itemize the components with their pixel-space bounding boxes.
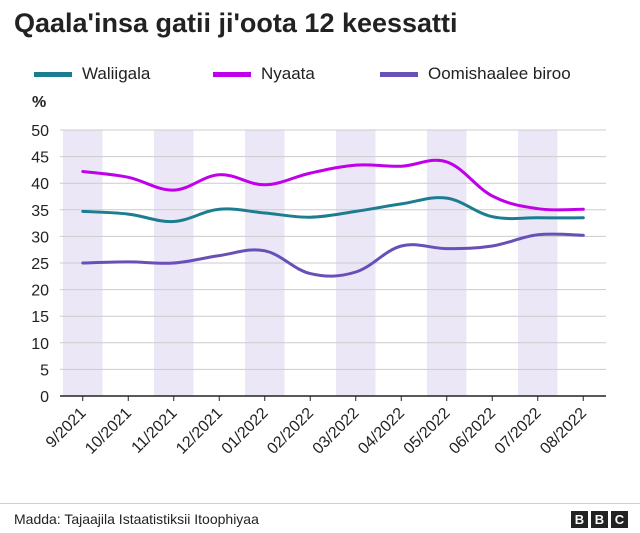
x-tick-label: 02/2022 (264, 405, 317, 458)
x-tick-label: 06/2022 (446, 405, 499, 458)
footer-divider (0, 503, 640, 504)
legend-label-oomishaalee-biroo: Oomishaalee biroo (428, 64, 571, 83)
legend-item-oomishaalee-biroo: Oomishaalee biroo (380, 64, 571, 84)
y-tick-label: 5 (40, 362, 49, 379)
y-tick-label: 0 (40, 389, 49, 406)
x-tick-label: 04/2022 (355, 405, 408, 458)
legend-swatch-nyaata (213, 71, 251, 77)
legend-label-nyaata: Nyaata (261, 64, 315, 83)
series-line-oomishaalee-biroo (81, 232, 585, 278)
legend-item-nyaata: Nyaata (213, 64, 315, 84)
x-tick-label: 03/2022 (310, 405, 363, 458)
series-line-waliigala (81, 196, 585, 224)
y-tick-label: 25 (31, 256, 49, 273)
y-tick-label: 15 (31, 309, 49, 326)
bbc-logo-letter: B (571, 511, 588, 528)
x-tick-label: 05/2022 (401, 405, 454, 458)
legend-swatch-oomishaalee-biroo (380, 71, 418, 77)
chart-title: Qaala'insa gatii ji'oota 12 keessatti (14, 8, 458, 38)
y-tick-label: 45 (31, 150, 49, 167)
x-tick-label: 01/2022 (219, 405, 272, 458)
y-tick-label: 10 (31, 336, 49, 353)
legend-item-waliigala: Waliigala (34, 64, 150, 84)
bbc-logo: B B C (568, 511, 628, 528)
y-tick-label: 20 (31, 283, 49, 300)
y-tick-label: 50 (31, 123, 49, 140)
bbc-logo-letter: C (611, 511, 628, 528)
source-note: Madda: Tajaajila Istaatistiksii Itoophiy… (14, 511, 259, 527)
bbc-logo-letter: B (591, 511, 608, 528)
legend: Waliigala Nyaata Oomishaalee biroo (34, 64, 634, 86)
legend-label-waliigala: Waliigala (82, 64, 151, 83)
series-line-nyaata (81, 158, 585, 212)
x-tick-label: 12/2021 (173, 405, 226, 458)
line-chart: 051015202530354045509/202110/202111/2021… (31, 123, 606, 458)
y-axis-unit-label: % (32, 94, 47, 111)
x-tick-label: 08/2022 (537, 405, 590, 458)
x-tick-label: 11/2021 (128, 405, 180, 457)
y-tick-label: 35 (31, 203, 49, 220)
y-tick-label: 40 (31, 176, 49, 193)
x-tick-label: 07/2022 (492, 405, 545, 458)
legend-swatch-waliigala (34, 71, 72, 77)
x-tick-label: 10/2021 (82, 405, 135, 458)
y-tick-label: 30 (31, 229, 49, 246)
